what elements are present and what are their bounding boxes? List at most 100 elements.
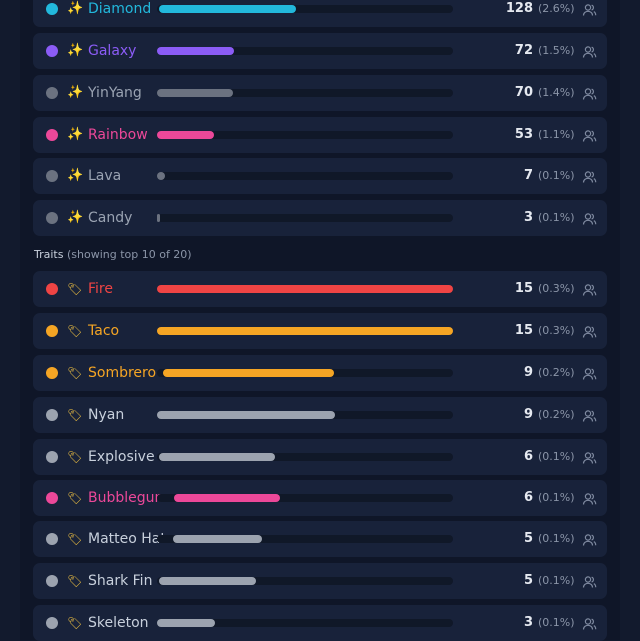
item-count: 9 <box>523 365 533 380</box>
color-dot-icon <box>46 409 58 421</box>
color-dot-icon <box>46 129 58 141</box>
progress-fill <box>157 214 160 222</box>
color-dot-icon <box>46 283 58 295</box>
item-count: 15 <box>514 281 533 296</box>
item-percentage: (0.3%) <box>538 324 575 337</box>
users-icon[interactable] <box>582 366 597 380</box>
progress-fill <box>163 369 334 377</box>
progress-track <box>157 172 453 180</box>
item-count: 7 <box>523 168 533 183</box>
users-icon[interactable] <box>582 86 597 100</box>
trait-row-explosive[interactable]: 🏷 Explosive 6 (0.1%) <box>33 439 607 475</box>
item-percentage: (0.1%) <box>538 616 575 629</box>
color-dot-icon <box>46 617 58 629</box>
color-dot-icon <box>46 212 58 224</box>
trait-row-sombrero[interactable]: 🏷 Sombrero 9 (0.2%) <box>33 355 607 391</box>
progress-track <box>157 214 453 222</box>
item-label: Candy <box>88 210 133 226</box>
item-percentage: (0.1%) <box>538 574 575 587</box>
progress-track <box>157 327 453 335</box>
item-label: YinYang <box>88 85 142 101</box>
users-icon[interactable] <box>582 616 597 630</box>
progress-fill <box>157 619 215 627</box>
tag-icon: 🏷 <box>67 532 83 546</box>
users-icon[interactable] <box>582 408 597 422</box>
item-percentage: (0.1%) <box>538 491 575 504</box>
progress-fill <box>157 285 453 293</box>
trait-row-fire[interactable]: 🏷 Fire 15 (0.3%) <box>33 271 607 307</box>
tag-icon: 🏷 <box>67 324 83 338</box>
color-dot-icon <box>46 492 58 504</box>
rarity-row-rainbow[interactable]: ✨ Rainbow 53 (1.1%) <box>33 117 607 153</box>
users-icon[interactable] <box>582 450 597 464</box>
item-label: Taco <box>88 323 120 339</box>
users-icon[interactable] <box>582 169 597 183</box>
item-percentage: (0.3%) <box>538 282 575 295</box>
item-count: 5 <box>523 531 533 546</box>
item-label: Shark Fin <box>88 573 153 589</box>
traits-section-title: Traits (showing top 10 of 20) <box>34 247 192 263</box>
tag-icon: 🏷 <box>67 491 83 505</box>
progress-fill <box>159 5 296 13</box>
progress-track <box>157 453 453 461</box>
rarity-row-lava[interactable]: ✨ Lava 7 (0.1%) <box>33 158 607 194</box>
trait-row-matteo-hat[interactable]: 🏷 Matteo Hat 5 (0.1%) <box>33 521 607 557</box>
trait-row-nyan[interactable]: 🏷 Nyan 9 (0.2%) <box>33 397 607 433</box>
users-icon[interactable] <box>582 491 597 505</box>
item-count: 5 <box>523 573 533 588</box>
trait-row-skeleton[interactable]: 🏷 Skeleton 3 (0.1%) <box>33 605 607 641</box>
color-dot-icon <box>46 367 58 379</box>
progress-fill <box>157 89 233 97</box>
trait-row-bubblegum[interactable]: 🏷 Bubblegum 6 (0.1%) <box>33 480 607 516</box>
item-percentage: (0.2%) <box>538 366 575 379</box>
color-dot-icon <box>46 533 58 545</box>
progress-track <box>157 5 453 13</box>
item-count: 70 <box>514 85 533 100</box>
color-dot-icon <box>46 45 58 57</box>
item-count: 3 <box>523 210 533 225</box>
color-dot-icon <box>46 170 58 182</box>
users-icon[interactable] <box>582 44 597 58</box>
tag-icon: 🏷 <box>67 366 83 380</box>
sparkles-icon: ✨ <box>67 127 84 142</box>
item-label: Fire <box>88 281 113 297</box>
tag-icon: 🏷 <box>67 450 83 464</box>
trait-row-shark-fin[interactable]: 🏷 Shark Fin 5 (0.1%) <box>33 563 607 599</box>
progress-fill <box>159 577 256 585</box>
rarity-row-diamond[interactable]: ✨ Diamond 128 (2.6%) <box>33 0 607 27</box>
rarity-row-candy[interactable]: ✨ Candy 3 (0.1%) <box>33 200 607 236</box>
sparkles-icon: ✨ <box>67 85 84 100</box>
tag-icon: 🏷 <box>67 574 83 588</box>
item-percentage: (1.1%) <box>538 128 575 141</box>
item-percentage: (1.4%) <box>538 86 575 99</box>
sparkles-icon: ✨ <box>67 43 84 58</box>
users-icon[interactable] <box>582 574 597 588</box>
progress-fill <box>157 172 165 180</box>
color-dot-icon <box>46 87 58 99</box>
progress-track <box>157 535 453 543</box>
item-percentage: (0.2%) <box>538 408 575 421</box>
users-icon[interactable] <box>582 324 597 338</box>
item-percentage: (1.5%) <box>538 44 575 57</box>
users-icon[interactable] <box>582 282 597 296</box>
item-count: 72 <box>514 43 533 58</box>
users-icon[interactable] <box>582 532 597 546</box>
tag-icon: 🏷 <box>67 282 83 296</box>
rarity-row-galaxy[interactable]: ✨ Galaxy 72 (1.5%) <box>33 33 607 69</box>
users-icon[interactable] <box>582 211 597 225</box>
item-count: 128 <box>505 1 533 16</box>
trait-row-taco[interactable]: 🏷 Taco 15 (0.3%) <box>33 313 607 349</box>
progress-track <box>157 285 453 293</box>
progress-track <box>157 494 453 502</box>
traits-heading: Traits <box>34 248 64 261</box>
item-percentage: (0.1%) <box>538 450 575 463</box>
item-label: Lava <box>88 168 122 184</box>
rarity-row-yinyang[interactable]: ✨ YinYang 70 (1.4%) <box>33 75 607 111</box>
color-dot-icon <box>46 325 58 337</box>
item-percentage: (0.1%) <box>538 532 575 545</box>
users-icon[interactable] <box>582 128 597 142</box>
progress-track <box>157 619 453 627</box>
progress-track <box>157 131 453 139</box>
item-label: Rainbow <box>88 127 148 143</box>
users-icon[interactable] <box>582 2 597 16</box>
